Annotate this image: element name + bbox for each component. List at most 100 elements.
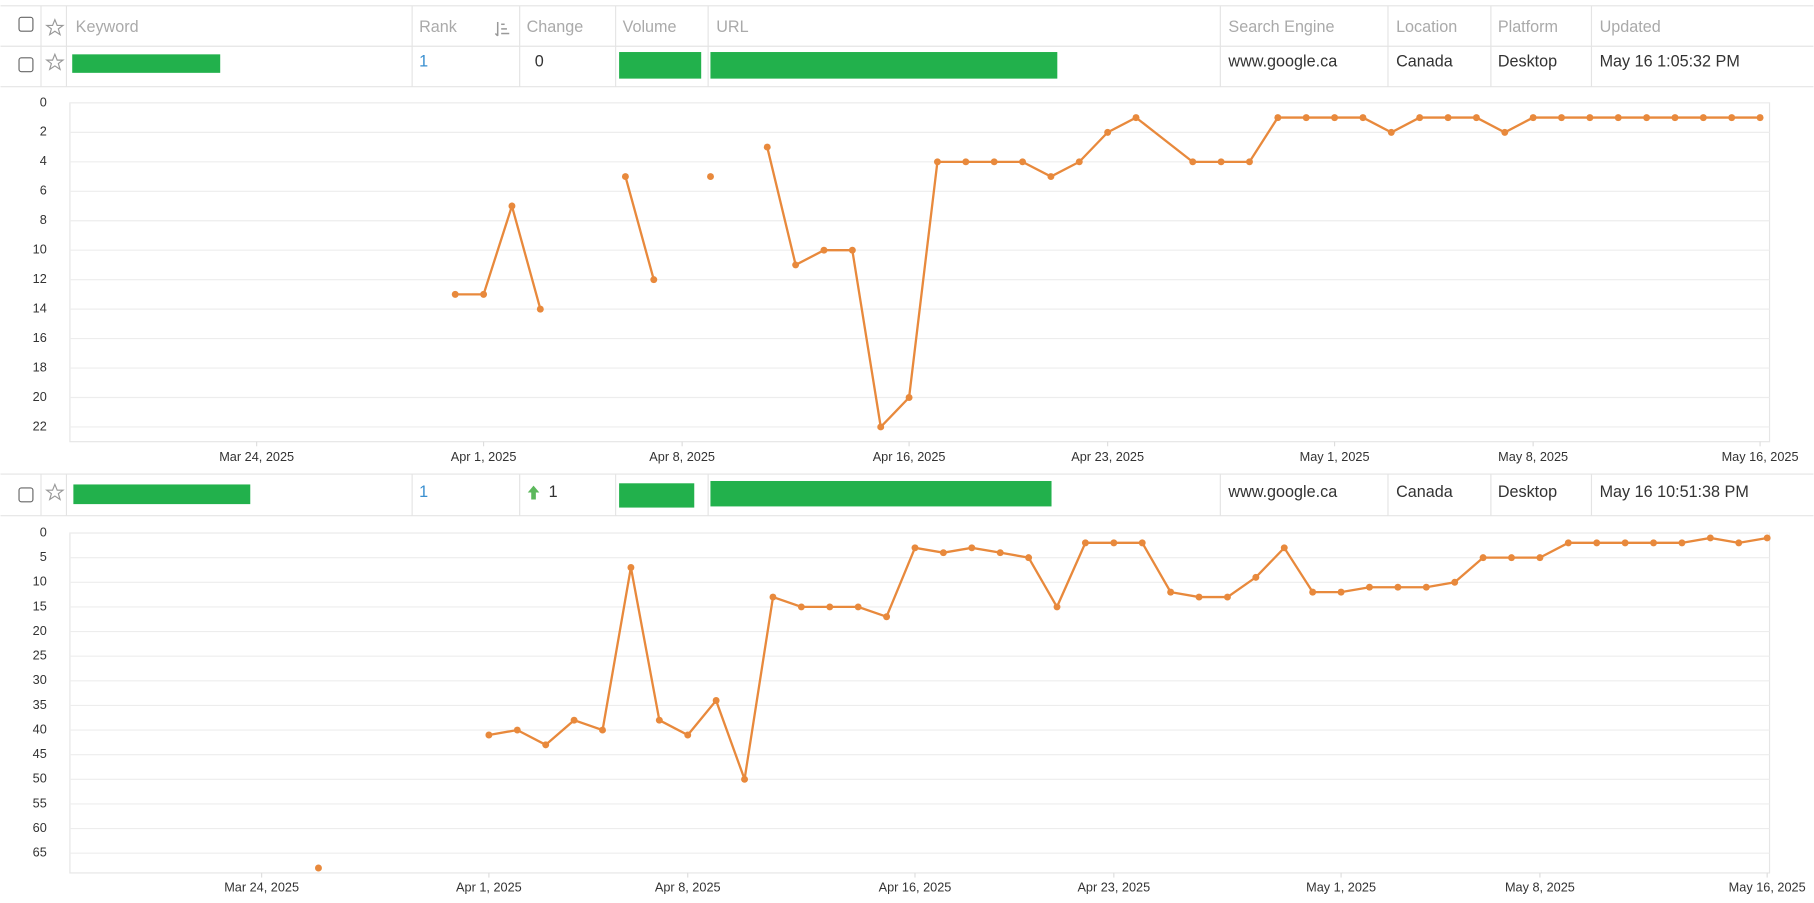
y-tick-label: 4 (40, 153, 47, 168)
rank-point (1394, 583, 1402, 591)
rank-point (1138, 539, 1146, 547)
rank-point (1678, 539, 1686, 547)
rank-point (1280, 544, 1288, 552)
rank-point (1529, 114, 1537, 122)
y-tick-label: 15 (33, 598, 47, 613)
y-tick-label: 5 (40, 549, 47, 564)
rank-point (480, 290, 488, 298)
y-tick-label: 60 (33, 820, 47, 835)
rank-point (1366, 583, 1373, 591)
rank-point (962, 158, 970, 166)
change: 0 (535, 53, 544, 71)
rank-point (1479, 554, 1487, 562)
rank-point (1422, 583, 1430, 591)
rank-point (1451, 578, 1459, 586)
sort-icon[interactable] (494, 21, 510, 37)
rank-point (1650, 539, 1658, 547)
rank-point (1536, 554, 1544, 562)
header-search-engine[interactable]: Search Engine (1228, 18, 1334, 36)
y-tick-label: 0 (40, 524, 47, 539)
rank-point (1359, 114, 1367, 122)
x-tick-label: Mar 24, 2025 (219, 449, 294, 464)
select-all-checkbox[interactable] (18, 16, 34, 32)
header-location[interactable]: Location (1396, 18, 1457, 36)
plot-area (69, 102, 1771, 443)
header-volume[interactable]: Volume (623, 18, 677, 36)
x-tick-label: May 1, 2025 (1300, 449, 1370, 464)
rank-point (1416, 114, 1424, 122)
rank-point (1019, 158, 1027, 166)
header-updated[interactable]: Updated (1600, 18, 1661, 36)
y-tick-label: 8 (40, 212, 47, 227)
y-tick-label: 10 (33, 242, 47, 257)
header-platform[interactable]: Platform (1498, 18, 1558, 36)
rank-point (1223, 593, 1231, 601)
rank-point (1053, 603, 1061, 611)
rank-point (1614, 114, 1622, 122)
x-tick-label: Mar 24, 2025 (224, 879, 299, 894)
rank-point (769, 593, 777, 601)
rank-point (848, 246, 856, 254)
rank-point (1309, 588, 1317, 596)
y-tick-label: 6 (40, 183, 47, 198)
rank-point (1047, 173, 1055, 181)
rank-point (996, 549, 1004, 557)
x-tick-label: May 8, 2025 (1498, 449, 1568, 464)
rank-point (712, 697, 720, 704)
row-checkbox[interactable] (18, 487, 34, 503)
rank-point (707, 173, 714, 181)
up-arrow (527, 485, 540, 500)
redacted-url (710, 52, 1058, 79)
search-engine: www.google.ca (1227, 53, 1337, 71)
rank-point (1706, 534, 1714, 542)
rank-point (968, 544, 976, 552)
rank-point (905, 394, 913, 401)
rank-point (1081, 539, 1089, 547)
location: Canada (1396, 53, 1453, 71)
rank: 1 (419, 483, 428, 501)
rank-point (1025, 554, 1033, 562)
header-keyword[interactable]: Keyword (76, 18, 139, 36)
star-header[interactable] (45, 18, 65, 37)
star[interactable] (45, 482, 65, 501)
rank-point (911, 544, 919, 552)
header-rank[interactable]: Rank (419, 18, 458, 36)
rank-point (1558, 114, 1565, 122)
x-tick-label: May 8, 2025 (1505, 879, 1575, 894)
rank-point (1735, 539, 1743, 547)
rank-point (1075, 158, 1083, 166)
x-tick-label: Apr 1, 2025 (456, 879, 522, 894)
rank-point (1593, 539, 1601, 547)
rank-point (570, 716, 578, 724)
rank-point (1472, 114, 1480, 122)
table-row: 1 1 www.google.ca Canada Desktop May 16 … (0, 473, 1814, 517)
rank-point (1167, 588, 1175, 596)
y-tick-label: 12 (33, 271, 47, 286)
header-url[interactable]: URL (716, 18, 748, 36)
row-checkbox[interactable] (18, 57, 34, 73)
redacted-volume (619, 483, 695, 508)
rank-point (1331, 114, 1339, 122)
rank-point (451, 290, 459, 298)
y-tick-label: 20 (33, 389, 47, 404)
rank: 1 (419, 53, 428, 71)
y-tick-label: 18 (33, 359, 47, 374)
x-tick-label: Apr 16, 2025 (879, 879, 952, 894)
header-change[interactable]: Change (527, 18, 584, 36)
y-tick-label: 2 (40, 124, 47, 139)
rank-point (1132, 114, 1140, 122)
rank-point (1621, 539, 1629, 547)
y-tick-label: 10 (33, 574, 47, 589)
rank-point (763, 143, 771, 151)
rank-point (650, 276, 658, 284)
star[interactable] (45, 52, 65, 71)
rank-point (1643, 114, 1651, 122)
x-tick-label: Apr 8, 2025 (649, 449, 715, 464)
rank-point (1217, 158, 1225, 166)
rank-point (513, 726, 521, 734)
search-engine: www.google.ca (1227, 483, 1337, 501)
y-tick-label: 20 (33, 623, 47, 638)
y-tick-label: 40 (33, 721, 47, 736)
